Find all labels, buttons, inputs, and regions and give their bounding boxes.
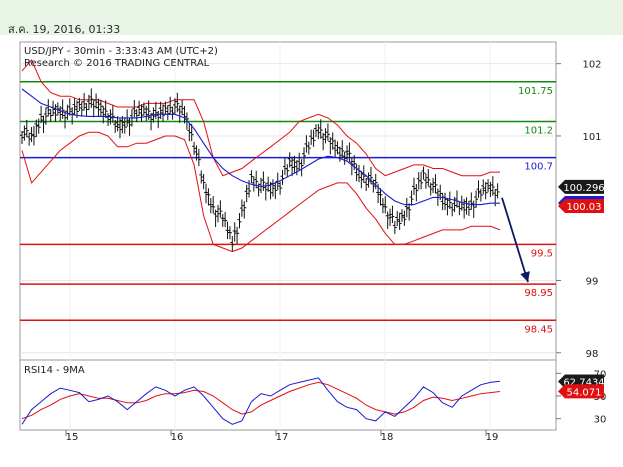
level-label: 101.2 <box>524 126 553 137</box>
chart-timestamp: ส.ค. 19, 2016, 01:33 <box>8 23 121 36</box>
rsi-tag-label: 54.071 <box>567 387 602 398</box>
price-tick-label: 101 <box>582 132 601 143</box>
price-tick-label: 99 <box>586 277 599 288</box>
level-label: 98.45 <box>524 324 553 335</box>
price-tag-label: 100.03 <box>567 202 602 213</box>
price-y-axis: 102 101 99 98 <box>556 60 602 360</box>
x-tick-label: 17 <box>276 432 289 443</box>
top-bar: ส.ค. 19, 2016, 01:33 <box>0 0 623 36</box>
price-tick-label: 98 <box>586 349 599 360</box>
x-tick-label: 16 <box>171 432 184 443</box>
rsi-panel <box>19 359 557 431</box>
forecast-arrow <box>501 197 530 283</box>
price-bars <box>20 88 500 252</box>
rsi-title: RSI14 - 9MA <box>24 365 85 376</box>
support-resistance-levels: 101.75 101.2 100.7 99.5 98.95 98.45 <box>20 80 556 335</box>
forecast-arrow-head <box>520 271 530 283</box>
rsi-lines <box>21 377 501 425</box>
forecast-arrow-shaft <box>501 197 529 283</box>
level-label: 101.75 <box>518 86 553 97</box>
rsi-line <box>21 377 501 425</box>
top-bar-strip <box>0 0 623 35</box>
price-tag-label: 100.296 <box>563 183 604 194</box>
bollinger-upper-line <box>21 59 500 177</box>
moving-average <box>21 88 500 206</box>
rsi-tag-box <box>558 384 604 399</box>
bollinger-lower-line <box>21 131 501 253</box>
bollinger-bands <box>21 59 501 253</box>
x-axis: 15 16 17 18 19 <box>65 430 499 443</box>
x-tick-label: 19 <box>486 432 499 443</box>
moving-average-line <box>21 88 500 206</box>
price-tag-box <box>558 179 604 194</box>
x-tick-label: 15 <box>66 432 79 443</box>
level-label: 99.5 <box>531 248 553 259</box>
price-tick-label: 102 <box>582 60 601 71</box>
level-label: 98.95 <box>524 288 553 299</box>
price-tag-box <box>558 199 604 214</box>
rsi-tag-label: 62.7434 <box>563 378 604 389</box>
level-label: 100.7 <box>524 162 553 173</box>
chart-subtitle: Research © 2016 TRADING CENTRAL <box>24 58 210 69</box>
rsi-tick-label: 30 <box>594 415 607 426</box>
x-tick-label: 18 <box>381 432 394 443</box>
chart-title: USD/JPY - 30min - 3:33:43 AM (UTC+2) <box>24 46 218 57</box>
